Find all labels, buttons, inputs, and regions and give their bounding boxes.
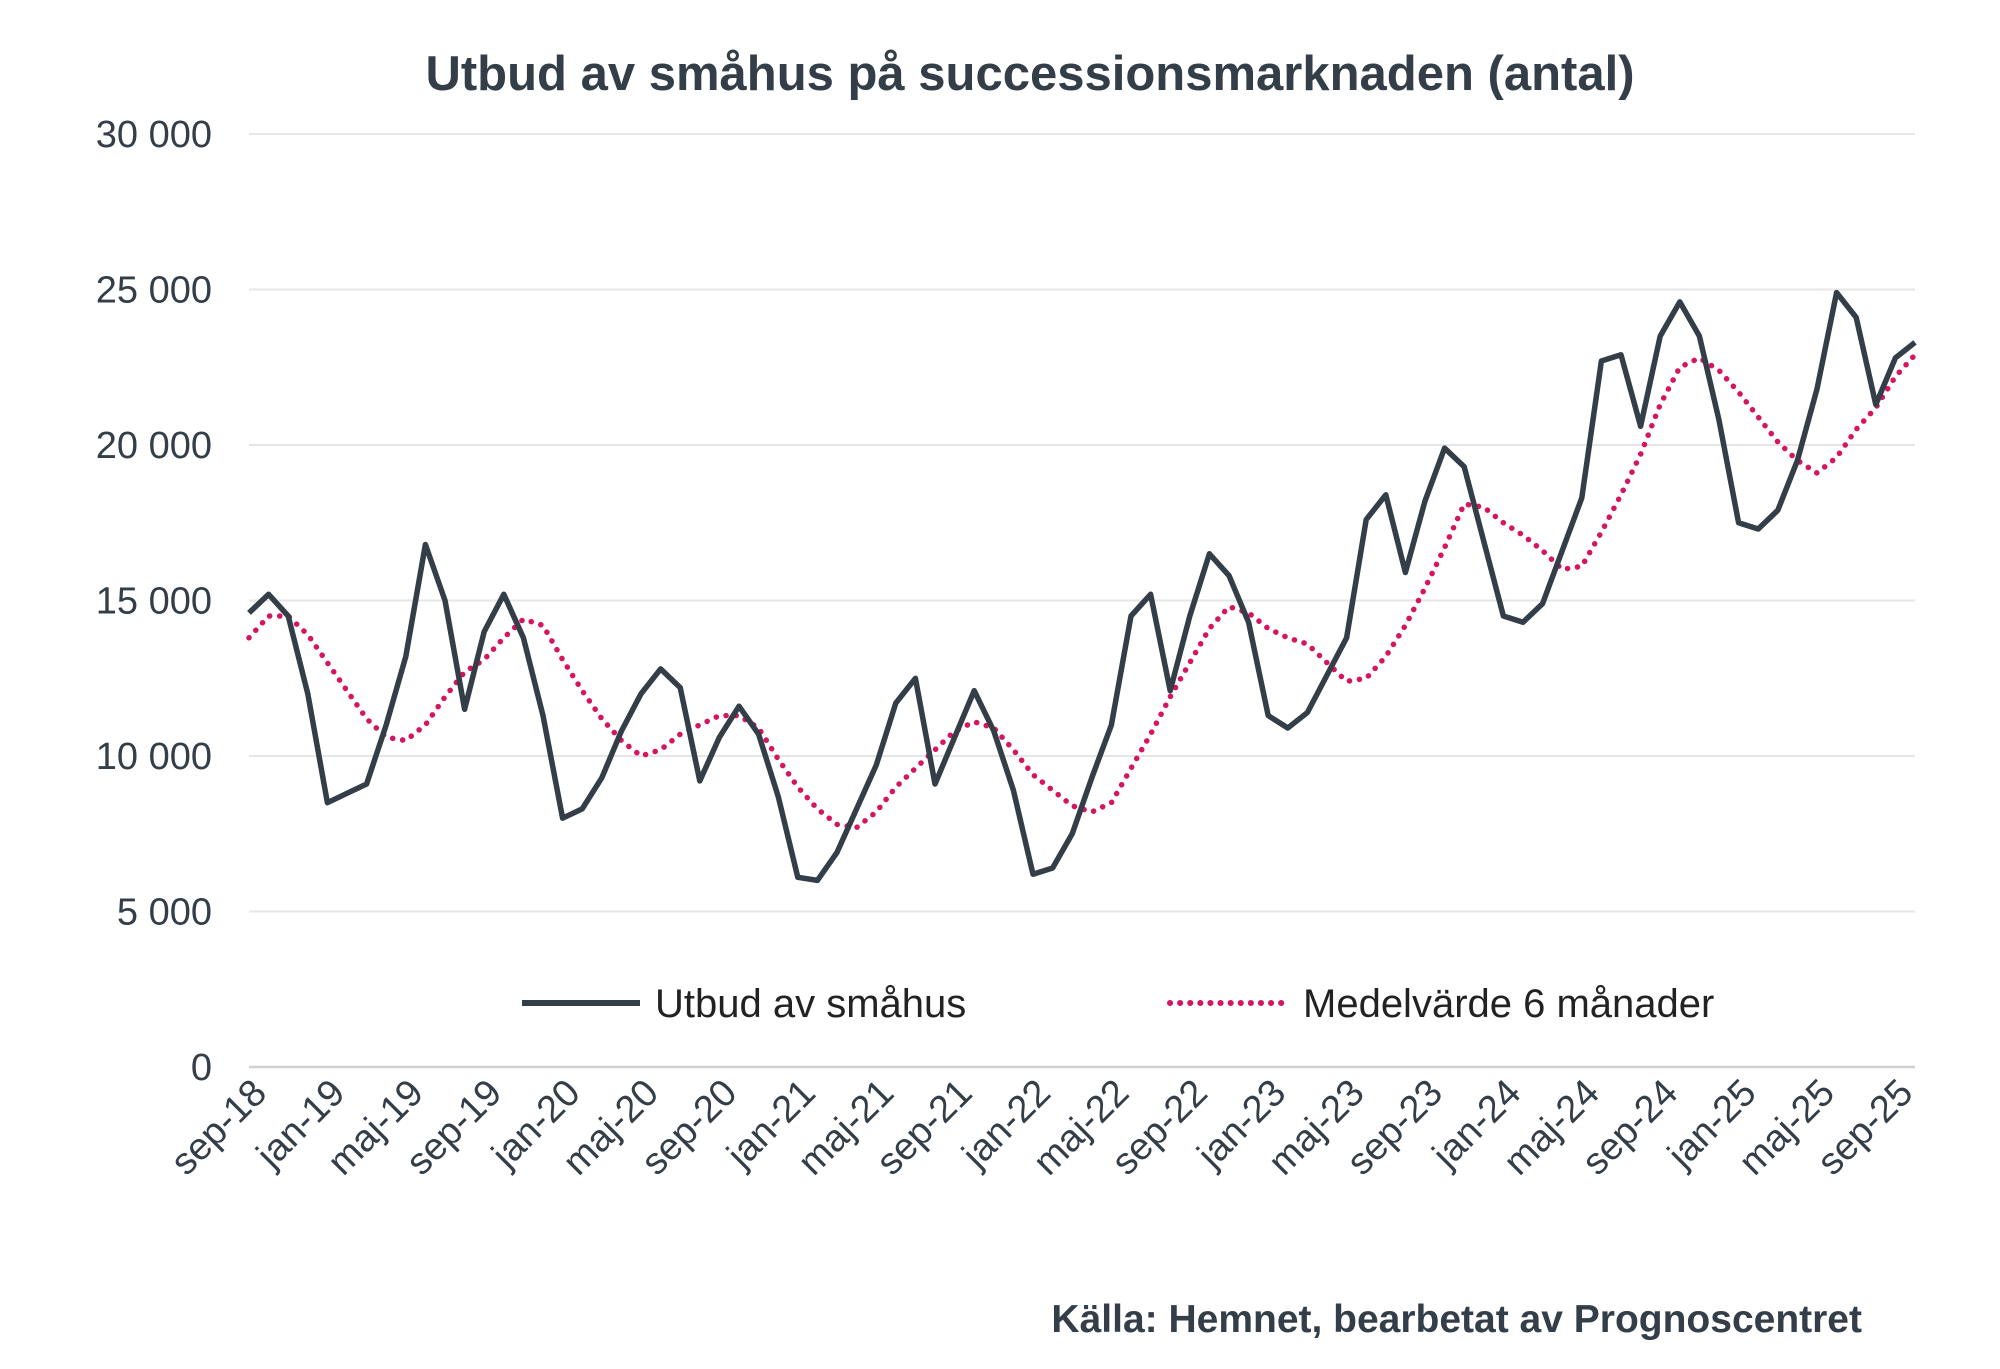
source-note: Källa: Hemnet, bearbetat av Prognoscentr… bbox=[1051, 1298, 1862, 1341]
y-tick-label: 15 000 bbox=[96, 581, 212, 623]
legend-label-medelvarde: Medelvärde 6 månader bbox=[1303, 982, 1714, 1026]
y-tick-label: 5 000 bbox=[117, 892, 212, 934]
legend-label-utbud: Utbud av småhus bbox=[655, 982, 966, 1026]
series-line-utbud bbox=[247, 289, 1917, 884]
y-tick-label: 20 000 bbox=[96, 425, 212, 467]
x-axis-ticks: sep-18jan-19maj-19sep-19jan-20maj-20sep-… bbox=[163, 1072, 1921, 1184]
y-tick-label: 25 000 bbox=[96, 270, 212, 312]
y-tick-label: 0 bbox=[191, 1047, 212, 1089]
series-group bbox=[246, 289, 1918, 884]
legend: Utbud av småhus Medelvärde 6 månader bbox=[522, 982, 1714, 1026]
chart-title: Utbud av småhus på successionsmarknaden … bbox=[425, 47, 1634, 101]
grid-lines bbox=[249, 133, 1915, 913]
y-tick-label: 10 000 bbox=[96, 736, 212, 778]
x-tick-label: sep-18 bbox=[163, 1072, 275, 1184]
y-tick-label: 30 000 bbox=[96, 114, 212, 156]
y-axis-ticks: 0 5 000 10 000 15 000 20 000 25 000 30 000 bbox=[96, 114, 212, 1089]
